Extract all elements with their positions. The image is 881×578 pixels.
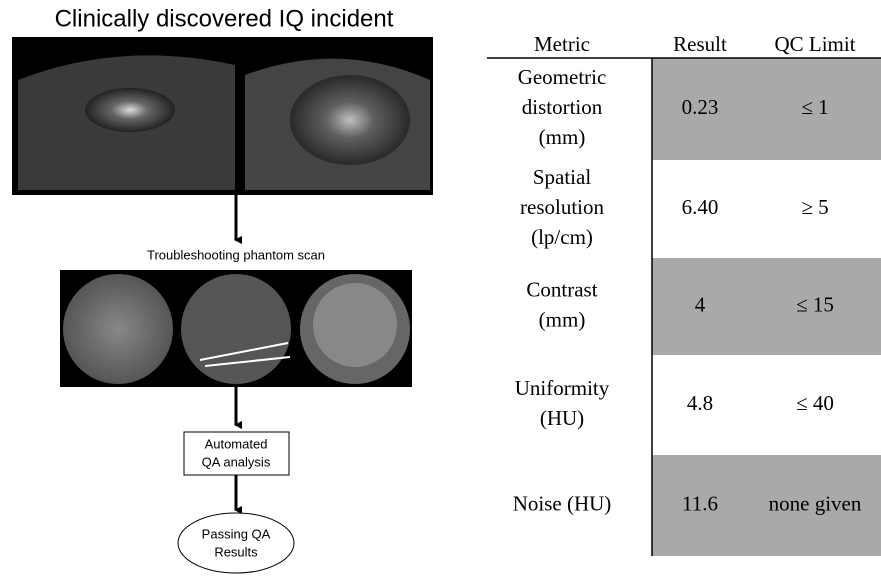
clinical-images	[12, 37, 433, 195]
metric: (mm)	[539, 307, 586, 331]
metric: Contrast	[526, 277, 597, 301]
table-header: QC Limit	[774, 32, 855, 56]
analysis-label: Automated	[205, 436, 268, 451]
metric: Geometric	[518, 65, 607, 89]
qc-limit: ≤ 40	[796, 391, 834, 415]
result: 6.40	[682, 195, 719, 219]
metric: (mm)	[539, 125, 586, 149]
qc-limit: none given	[769, 491, 862, 515]
phantom-images	[60, 270, 412, 387]
table-header: Result	[673, 32, 727, 56]
result-label: Passing QA	[202, 526, 271, 541]
metric: (lp/cm)	[531, 225, 593, 249]
metric: Noise (HU)	[513, 491, 612, 515]
metric: distortion	[522, 95, 603, 119]
title: Clinically discovered IQ incident	[55, 5, 394, 32]
table-header: Metric	[534, 32, 590, 56]
metric: Spatial	[533, 165, 591, 189]
figure: Clinically discovered IQ incident Troubl…	[0, 0, 881, 578]
result: 0.23	[682, 95, 719, 119]
qc-limit: ≥ 5	[801, 195, 828, 219]
result-oval	[178, 513, 294, 573]
result: 11.6	[682, 491, 718, 515]
qc-limit: ≤ 1	[801, 95, 828, 119]
phantom-label: Troubleshooting phantom scan	[147, 247, 325, 262]
qc-limit: ≤ 15	[796, 292, 834, 316]
result: 4	[695, 292, 706, 316]
metric: resolution	[520, 195, 604, 219]
result-label: Results	[214, 544, 258, 559]
metric: (HU)	[540, 406, 584, 430]
table: Geometric distortion (mm) 0.23 ≤ 1 Spatial res…	[487, 32, 881, 556]
analysis-label: QA analysis	[202, 454, 271, 469]
result: 4.8	[687, 391, 713, 415]
metric: Uniformity	[515, 376, 610, 400]
cell-shade	[652, 258, 881, 355]
